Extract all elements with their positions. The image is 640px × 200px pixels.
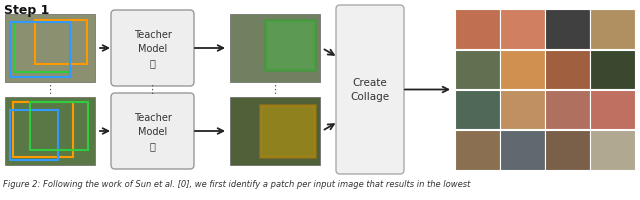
Bar (15, 23, 70, 73)
Bar (5, 15, 95, 83)
Bar (13, 102, 73, 157)
Bar (455, 50, 500, 90)
Text: Step 1: Step 1 (4, 4, 49, 17)
Bar (500, 90, 545, 130)
Text: Figure 2: Following the work of Sun et al. [0], we first identify a patch per in: Figure 2: Following the work of Sun et a… (3, 179, 470, 188)
Text: Teacher
Model
🔒: Teacher Model 🔒 (134, 30, 172, 68)
Bar (455, 10, 500, 50)
Bar (5, 98, 95, 165)
Text: ⋮: ⋮ (44, 85, 56, 95)
Bar (545, 50, 589, 90)
FancyBboxPatch shape (336, 6, 404, 174)
Text: ⋮: ⋮ (269, 85, 280, 95)
Bar (545, 10, 589, 50)
Bar (455, 90, 500, 130)
Text: Create
Collage: Create Collage (351, 78, 390, 102)
Bar (230, 15, 320, 83)
Bar (545, 130, 589, 170)
Bar (230, 98, 320, 165)
Bar (590, 90, 635, 130)
Bar (455, 130, 500, 170)
FancyBboxPatch shape (111, 11, 194, 87)
FancyBboxPatch shape (111, 94, 194, 169)
Bar (590, 10, 635, 50)
Bar (590, 50, 635, 90)
Text: Teacher
Model
🔒: Teacher Model 🔒 (134, 112, 172, 150)
Bar (500, 130, 545, 170)
Bar (10, 23, 70, 78)
Text: ⋮: ⋮ (147, 85, 157, 95)
Bar (545, 90, 589, 130)
Bar (260, 105, 315, 157)
Bar (455, 10, 635, 170)
Bar (590, 130, 635, 170)
Bar (10, 110, 58, 160)
Bar (500, 10, 545, 50)
Bar (35, 21, 87, 65)
Bar (265, 21, 315, 71)
Bar (500, 50, 545, 90)
Bar (30, 102, 88, 150)
